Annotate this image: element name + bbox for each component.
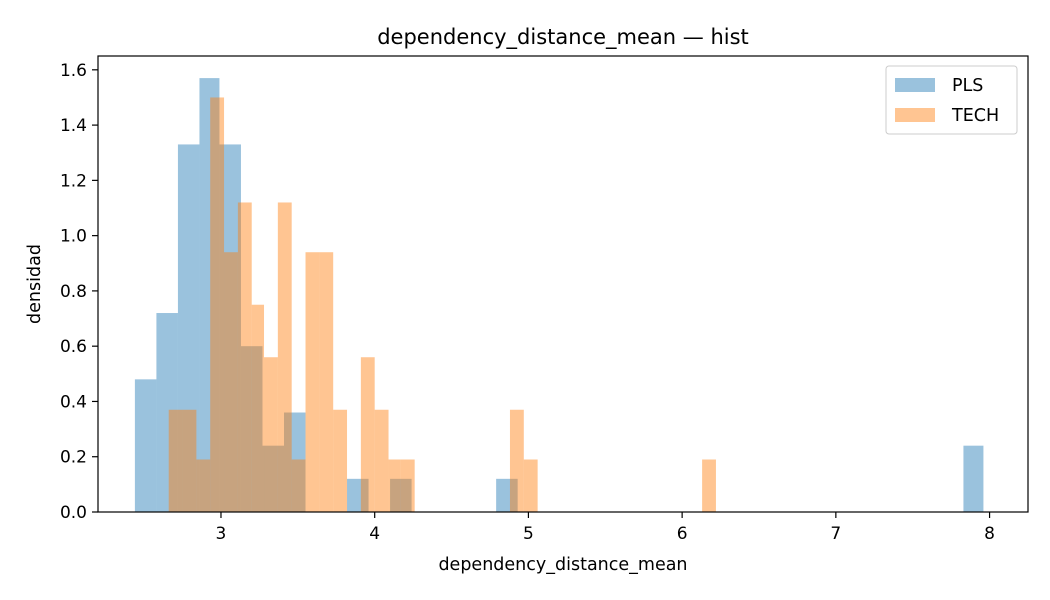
y-axis-title: densidad	[25, 244, 45, 324]
legend-label-tech: TECH	[951, 106, 999, 126]
bar-pls-4	[219, 144, 241, 512]
y-tick-label: 1.4	[60, 116, 87, 136]
bar-pls-3	[199, 78, 220, 512]
legend: PLS TECH	[885, 65, 1018, 135]
y-tick-label: 0.6	[60, 337, 87, 357]
x-tick-label: 5	[523, 524, 534, 544]
bar-pls-0	[134, 379, 157, 512]
series-tech	[168, 97, 716, 513]
bar-tech-2	[196, 459, 211, 512]
bar-pls-17	[496, 478, 518, 512]
bar-tech-4	[224, 252, 238, 512]
bar-pls-2	[177, 144, 200, 512]
bar-pls-12	[390, 478, 412, 512]
bar-tech-10	[305, 252, 320, 512]
x-axis-title: dependency_distance_mean	[438, 555, 687, 575]
bar-tech-11	[319, 252, 334, 512]
bar-tech-14	[360, 357, 375, 512]
plot-frame	[97, 55, 1029, 513]
y-tick-label: 1.0	[60, 227, 87, 247]
bar-tech-20	[702, 459, 716, 512]
y-tick-label: 0.0	[60, 503, 87, 523]
x-axis-ticks: 3 4 5 6 7 8	[216, 512, 995, 544]
bar-tech-16	[388, 459, 401, 512]
bar-tech-15	[374, 409, 389, 512]
y-tick-label: 1.2	[60, 171, 87, 191]
x-tick-label: 6	[677, 524, 688, 544]
y-tick-label: 0.2	[60, 448, 87, 468]
bar-tech-3	[210, 97, 225, 513]
x-tick-label: 3	[216, 524, 227, 544]
bar-pls-6	[262, 445, 284, 512]
legend-frame	[885, 65, 1018, 135]
bar-pls-7	[284, 412, 306, 512]
bar-tech-8	[277, 202, 292, 513]
chart-title: dependency_distance_mean — hist	[377, 25, 749, 50]
bar-tech-19	[523, 459, 538, 512]
series-pls	[134, 78, 984, 512]
bar-pls-18	[963, 445, 984, 512]
bar-tech-17	[400, 459, 415, 512]
legend-label-pls: PLS	[952, 76, 983, 96]
x-tick-label: 8	[984, 524, 995, 544]
x-tick-label: 4	[369, 524, 380, 544]
y-tick-label: 0.8	[60, 282, 87, 302]
y-tick-label: 0.4	[60, 392, 87, 412]
y-axis-ticks: 0.0 0.2 0.4 0.6 0.8 1.0 1.2 1.4 1.6	[60, 61, 98, 523]
bar-tech-5	[237, 202, 252, 513]
bar-tech-6	[251, 304, 265, 512]
bar-tech-9	[291, 459, 306, 512]
bar-tech-0	[168, 409, 183, 512]
bar-tech-7	[264, 357, 278, 512]
bar-tech-1	[182, 409, 197, 512]
legend-swatch-pls	[895, 78, 935, 92]
y-tick-label: 1.6	[60, 61, 87, 81]
bar-pls-10	[347, 478, 369, 512]
bar-tech-18	[509, 409, 524, 512]
bar-tech-12	[333, 409, 348, 512]
bars-layer	[134, 78, 984, 513]
bar-pls-5	[240, 346, 263, 512]
x-tick-label: 7	[830, 524, 841, 544]
bar-pls-1	[156, 313, 178, 512]
legend-swatch-tech	[895, 108, 935, 122]
